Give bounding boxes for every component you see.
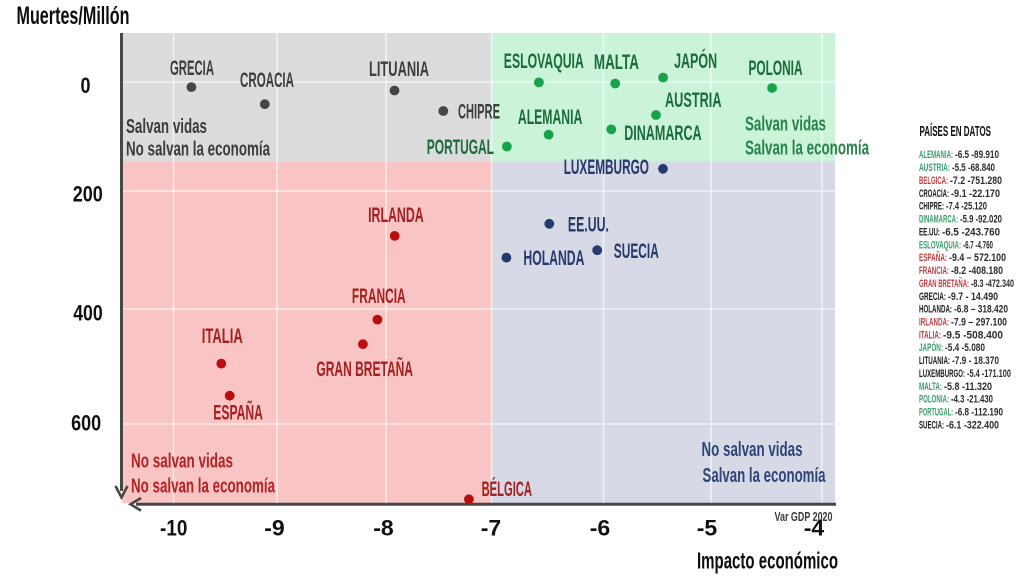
svg-text:PAÍSES EN DATOS: PAÍSES EN DATOS (920, 123, 992, 140)
svg-text:-7: -7 (481, 516, 502, 541)
svg-text:Salvan vidas: Salvan vidas (126, 116, 207, 138)
svg-text:-9.4 – 572.100: -9.4 – 572.100 (949, 252, 1006, 264)
svg-text:AUSTRIA: AUSTRIA (665, 89, 722, 112)
svg-text:400: 400 (73, 301, 103, 326)
svg-text:Var GDP 2020: Var GDP 2020 (775, 510, 833, 524)
svg-text:No salvan la economía: No salvan la economía (126, 139, 271, 161)
svg-text:-9: -9 (264, 516, 285, 541)
svg-text:EE.UU:: EE.UU: (919, 226, 940, 238)
svg-text:Salvan vidas: Salvan vidas (745, 114, 826, 136)
svg-text:-6: -6 (590, 516, 611, 541)
svg-text:-7.9 - 18.370: -7.9 - 18.370 (952, 355, 999, 367)
svg-text:-6.5 -89.910: -6.5 -89.910 (955, 149, 999, 161)
svg-text:No salvan la economía: No salvan la economía (131, 476, 276, 498)
svg-text:POLONIA: POLONIA (749, 57, 803, 80)
svg-text:SUECIA: SUECIA (614, 240, 659, 263)
svg-text:FRANCIA:: FRANCIA: (919, 265, 949, 277)
svg-text:AUSTRIA:: AUSTRIA: (919, 162, 950, 174)
svg-text:LUXEMBURGO: LUXEMBURGO (564, 156, 649, 179)
svg-text:-9.7 - 14.490: -9.7 - 14.490 (948, 291, 998, 303)
svg-text:CHIPRE:: CHIPRE: (919, 201, 944, 213)
svg-text:-9.5 -508.400: -9.5 -508.400 (943, 329, 1003, 341)
svg-text:-5.4 -5.080: -5.4 -5.080 (945, 342, 985, 354)
svg-text:GRECIA:: GRECIA: (919, 291, 946, 303)
svg-text:600: 600 (71, 411, 101, 436)
svg-text:ESPAÑA:: ESPAÑA: (919, 251, 947, 264)
svg-text:BÉLGICA: BÉLGICA (482, 478, 532, 501)
svg-text:DINAMARCA: DINAMARCA (624, 122, 701, 145)
svg-text:PORTUGAL: PORTUGAL (427, 136, 494, 159)
svg-text:IRLANDA: IRLANDA (368, 204, 424, 227)
svg-text:-8: -8 (373, 516, 394, 541)
svg-text:LITUANIA:: LITUANIA: (919, 355, 950, 367)
svg-text:-5: -5 (697, 516, 718, 541)
svg-text:JAPÓN:: JAPÓN: (919, 341, 943, 354)
svg-text:FRANCIA: FRANCIA (352, 285, 406, 308)
svg-text:-8.3 -472.340: -8.3 -472.340 (971, 278, 1014, 290)
svg-text:ESLOVAQUIA:: ESLOVAQUIA: (919, 239, 961, 251)
svg-text:-5.5 -68.840: -5.5 -68.840 (952, 162, 995, 174)
svg-text:-7.9 – 297.100: -7.9 – 297.100 (951, 317, 1007, 329)
svg-text:-8.2 -408.180: -8.2 -408.180 (951, 265, 1003, 277)
svg-text:GRECIA: GRECIA (170, 57, 214, 80)
svg-text:CROACIA: CROACIA (240, 69, 294, 92)
svg-text:Muertes/Millón: Muertes/Millón (17, 2, 130, 30)
svg-text:MALTA:: MALTA: (919, 381, 942, 393)
svg-text:IRLANDA:: IRLANDA: (919, 317, 949, 329)
svg-text:EE.UU.: EE.UU. (568, 214, 609, 237)
svg-text:0: 0 (81, 73, 91, 98)
svg-text:-6.5 -243.760: -6.5 -243.760 (942, 226, 1000, 238)
svg-text:ALEMANIA:: ALEMANIA: (919, 149, 953, 161)
svg-text:CHIPRE: CHIPRE (458, 101, 500, 124)
svg-text:-6.8 – 318.420: -6.8 – 318.420 (954, 304, 1008, 316)
svg-text:MALTA: MALTA (594, 51, 639, 74)
svg-text:ITALIA:: ITALIA: (919, 329, 941, 341)
svg-text:No salvan vidas: No salvan vidas (131, 451, 233, 473)
svg-text:CROACIA:: CROACIA: (919, 188, 949, 200)
svg-text:Salvan la economía: Salvan la economía (745, 138, 870, 160)
svg-text:-9.1 -22.170: -9.1 -22.170 (951, 188, 1000, 200)
svg-text:-6.8 -112.190: -6.8 -112.190 (955, 407, 1003, 419)
svg-text:-5.8 -11.320: -5.8 -11.320 (944, 381, 992, 393)
svg-text:ESLOVAQUIA: ESLOVAQUIA (504, 50, 584, 73)
svg-text:Impacto económico: Impacto económico (697, 548, 838, 574)
svg-text:-4: -4 (804, 516, 825, 541)
svg-text:DINAMARCA:: DINAMARCA: (919, 214, 958, 226)
svg-text:No salvan vidas: No salvan vidas (702, 439, 803, 461)
svg-text:200: 200 (73, 182, 103, 207)
svg-text:LUXEMBURGO:: LUXEMBURGO: (919, 368, 965, 380)
svg-text:HOLANDA:: HOLANDA: (919, 304, 952, 316)
svg-text:-5.4 -171.100: -5.4 -171.100 (967, 368, 1011, 380)
svg-text:-5.9 -92.020: -5.9 -92.020 (960, 214, 1002, 226)
svg-text:SUECIA:: SUECIA: (919, 420, 944, 432)
svg-text:Salvan la economía: Salvan la economía (703, 465, 827, 487)
svg-text:-4.3 -21.430: -4.3 -21.430 (951, 394, 993, 406)
svg-text:ESPAÑA: ESPAÑA (213, 402, 263, 425)
svg-text:POLONIA:: POLONIA: (919, 394, 949, 406)
svg-text:PORTUGAL:: PORTUGAL: (919, 407, 953, 419)
svg-text:-7.4 -25.120: -7.4 -25.120 (946, 201, 987, 213)
svg-text:-10: -10 (160, 516, 187, 541)
svg-text:GRAN BRETAÑA:: GRAN BRETAÑA: (919, 277, 969, 290)
svg-text:ITALIA: ITALIA (202, 325, 243, 348)
svg-text:-6.7 -4.760: -6.7 -4.760 (963, 239, 993, 251)
svg-text:GRAN BRETAÑA: GRAN BRETAÑA (316, 358, 413, 381)
svg-text:LITUANIA: LITUANIA (369, 58, 429, 81)
svg-text:BELGICA:: BELGICA: (919, 175, 948, 187)
svg-text:JAPÓN: JAPÓN (674, 49, 717, 73)
svg-text:ALEMANIA: ALEMANIA (518, 106, 582, 129)
svg-text:HOLANDA: HOLANDA (523, 247, 584, 270)
svg-text:-6.1 -322.400: -6.1 -322.400 (946, 420, 999, 432)
svg-text:-7.2 -751.280: -7.2 -751.280 (950, 175, 1002, 187)
